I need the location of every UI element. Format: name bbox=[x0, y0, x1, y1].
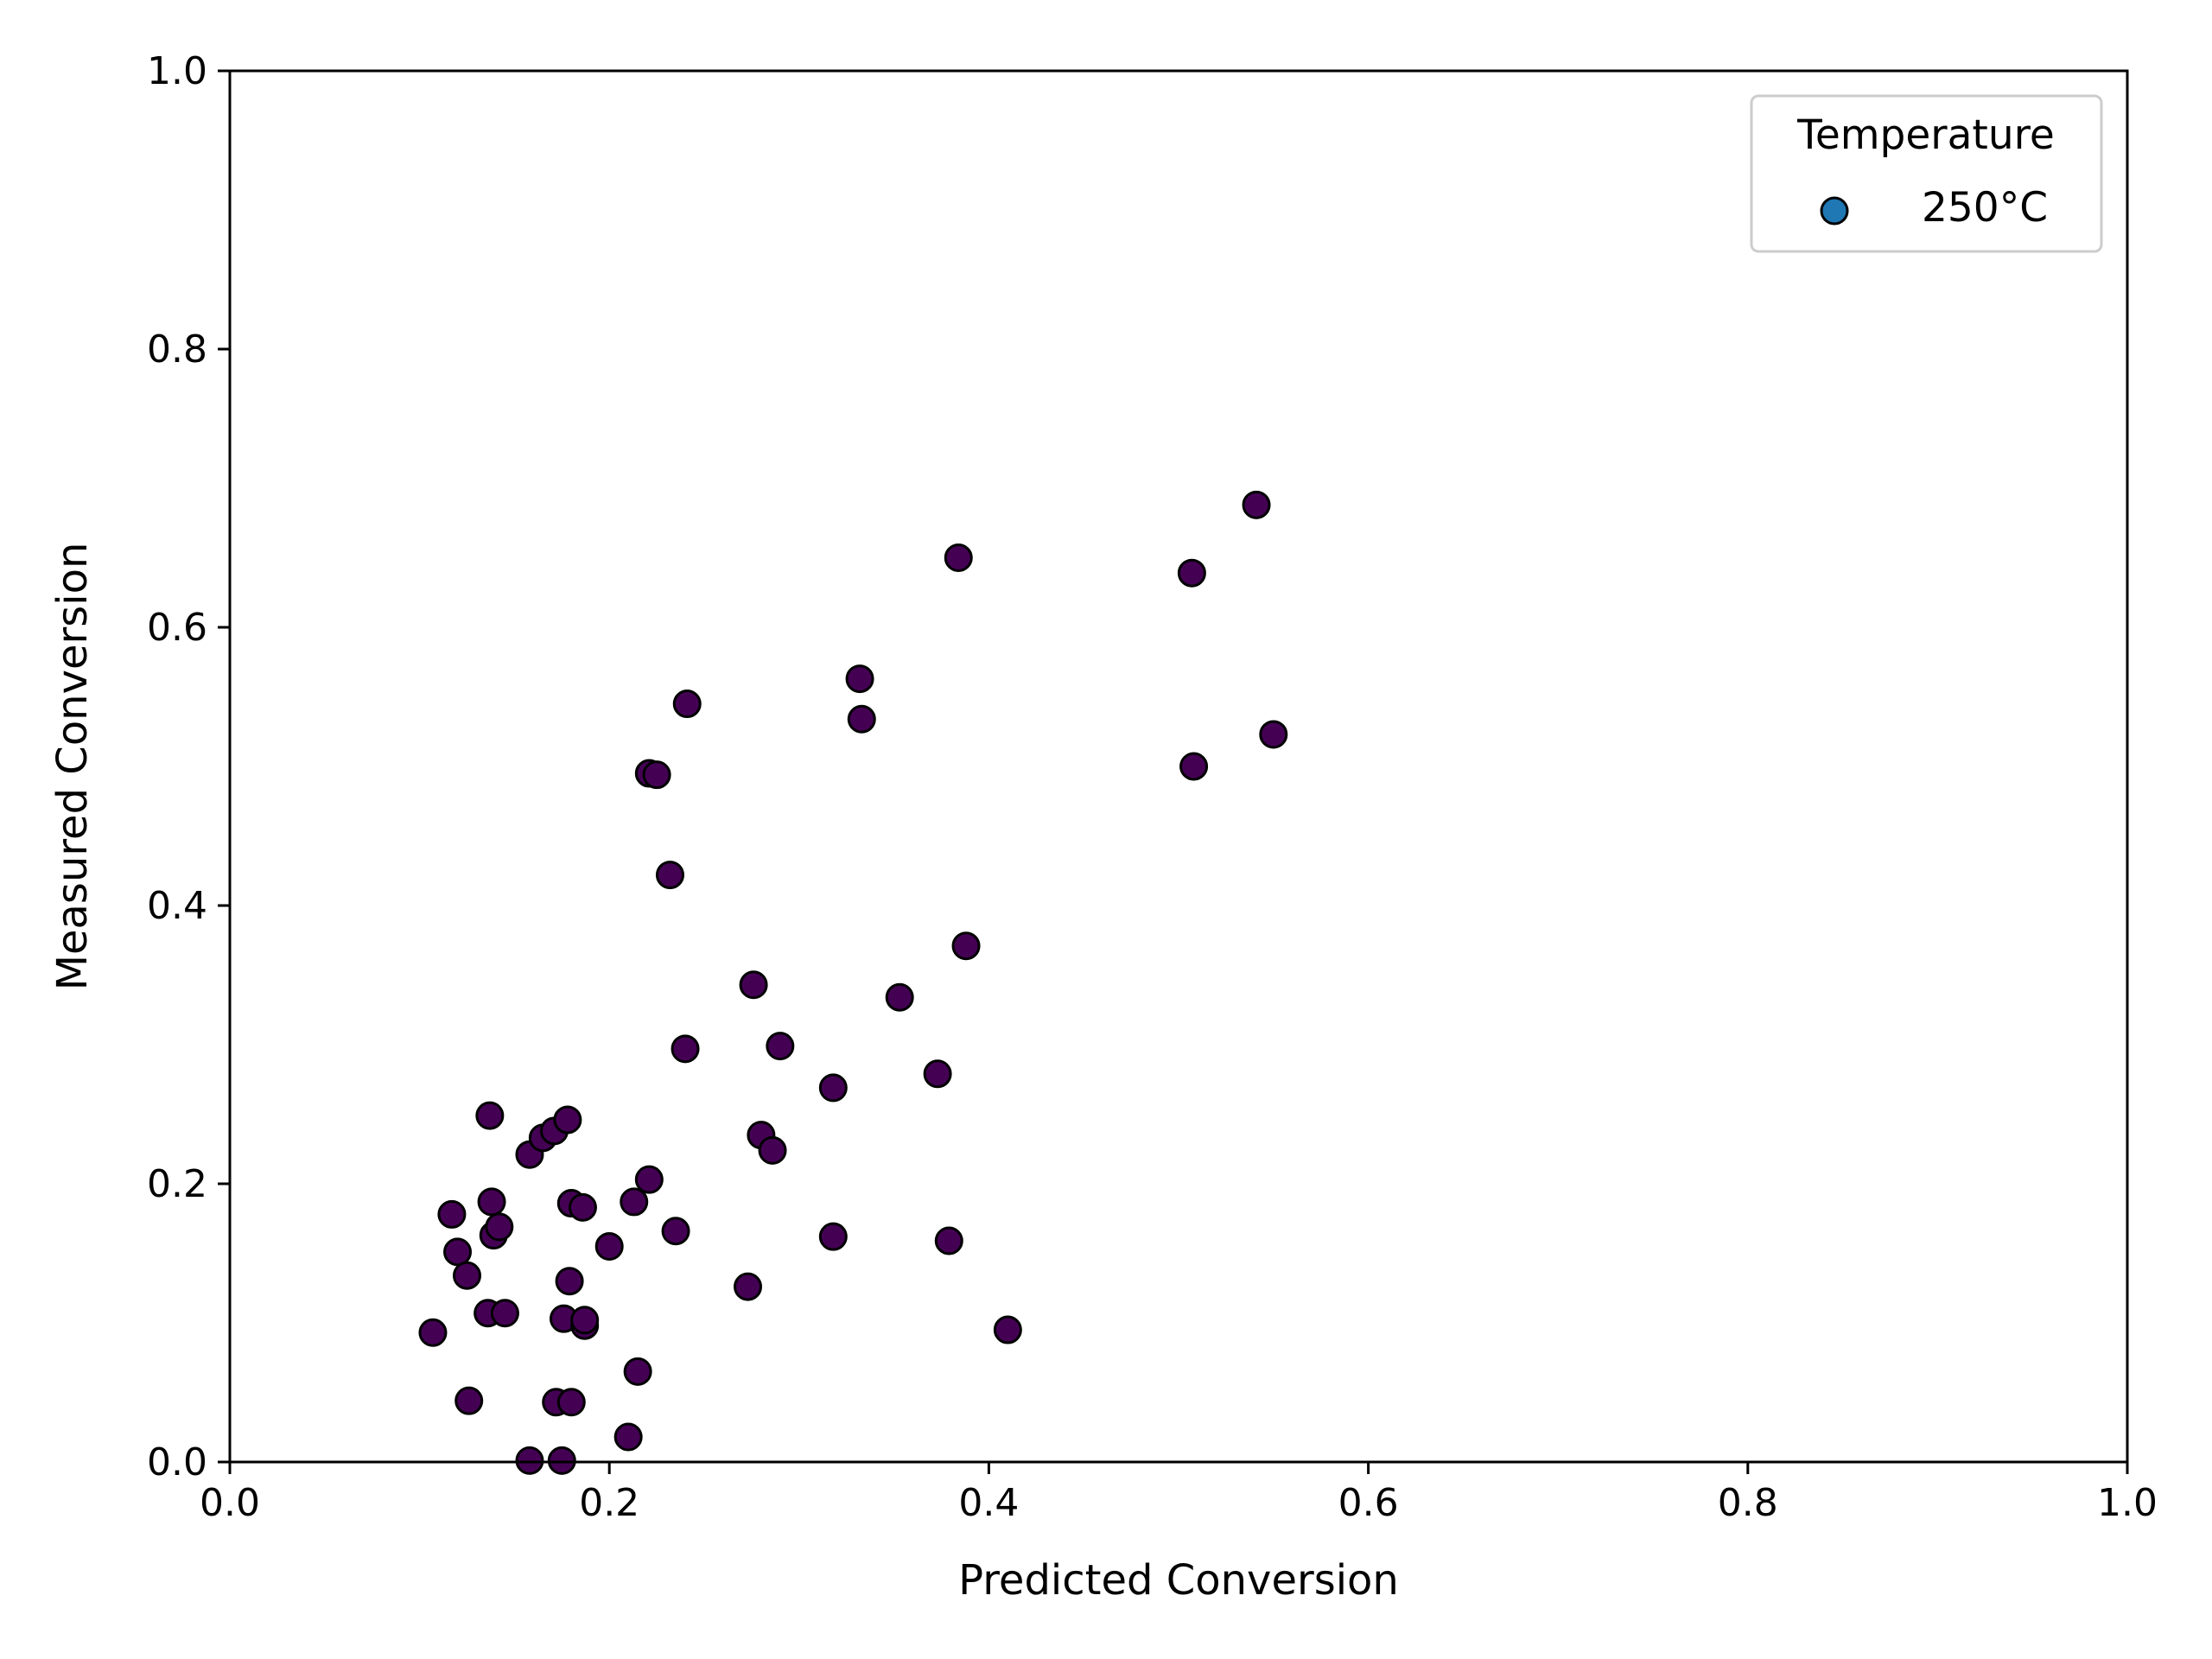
data-point bbox=[568, 1192, 597, 1222]
plot-frame bbox=[228, 69, 2129, 1464]
data-point bbox=[515, 1446, 544, 1475]
x-tick-label: 0.8 bbox=[1718, 1481, 1778, 1525]
data-point bbox=[885, 982, 914, 1012]
data-point bbox=[923, 1059, 952, 1089]
y-axis: 0.0 0.2 0.4 0.6 0.8 1.0 bbox=[147, 49, 230, 1484]
legend-entry-label: 250°C bbox=[1922, 184, 2048, 232]
data-point bbox=[437, 1199, 467, 1229]
data-point bbox=[944, 543, 973, 572]
data-point bbox=[485, 1212, 514, 1242]
data-point bbox=[655, 861, 684, 890]
data-point bbox=[454, 1386, 484, 1415]
y-tick-label: 0.0 bbox=[147, 1440, 207, 1484]
data-point bbox=[951, 931, 981, 961]
y-tick-label: 0.2 bbox=[147, 1162, 207, 1206]
data-point bbox=[418, 1318, 448, 1347]
data-point bbox=[993, 1315, 1022, 1344]
data-point bbox=[1242, 490, 1271, 519]
data-point bbox=[634, 1165, 664, 1194]
data-point bbox=[672, 690, 702, 719]
data-point bbox=[671, 1034, 700, 1064]
legend: Temperature 250°C bbox=[1750, 94, 2103, 253]
data-point bbox=[758, 1135, 787, 1165]
data-point bbox=[818, 1073, 848, 1103]
x-tick-label: 0.6 bbox=[1338, 1481, 1399, 1525]
data-point bbox=[1179, 752, 1209, 781]
x-tick-label: 0.4 bbox=[958, 1481, 1019, 1525]
data-point bbox=[739, 970, 768, 1000]
data-point bbox=[556, 1388, 586, 1417]
x-axis-label: Predicted Conversion bbox=[958, 1556, 1399, 1605]
data-point bbox=[443, 1237, 473, 1267]
data-point bbox=[570, 1306, 600, 1335]
y-tick-label: 0.6 bbox=[147, 606, 207, 650]
data-point bbox=[553, 1105, 582, 1135]
y-axis-label: Measured Conversion bbox=[48, 543, 97, 991]
legend-marker bbox=[1820, 196, 1849, 226]
data-point bbox=[490, 1299, 519, 1328]
data-point bbox=[661, 1217, 690, 1246]
data-point bbox=[845, 664, 874, 694]
data-point bbox=[623, 1357, 652, 1386]
y-tick-label: 0.8 bbox=[147, 327, 207, 372]
data-point bbox=[555, 1267, 584, 1296]
data-point bbox=[620, 1187, 649, 1217]
legend-title: Temperature bbox=[1796, 111, 2055, 159]
data-point bbox=[453, 1261, 481, 1290]
data-point bbox=[1177, 558, 1206, 588]
x-tick-label: 0.2 bbox=[579, 1481, 639, 1525]
x-tick-label: 0.0 bbox=[200, 1481, 260, 1525]
data-point bbox=[475, 1101, 505, 1130]
y-tick-label: 1.0 bbox=[147, 49, 207, 93]
data-point bbox=[734, 1272, 763, 1301]
x-tick-label: 1.0 bbox=[2097, 1481, 2158, 1525]
data-point bbox=[594, 1231, 624, 1261]
x-axis: 0.0 0.2 0.4 0.6 0.8 1.0 bbox=[200, 1462, 2158, 1525]
data-point bbox=[547, 1446, 576, 1475]
data-point bbox=[613, 1422, 643, 1452]
y-tick-label: 0.4 bbox=[147, 884, 207, 928]
points-layer bbox=[418, 490, 1288, 1475]
data-point bbox=[642, 760, 671, 790]
data-point bbox=[818, 1222, 848, 1251]
data-point bbox=[477, 1187, 506, 1217]
data-point bbox=[934, 1226, 963, 1255]
data-point bbox=[766, 1032, 795, 1061]
data-point bbox=[1259, 720, 1288, 749]
data-point bbox=[847, 704, 876, 734]
